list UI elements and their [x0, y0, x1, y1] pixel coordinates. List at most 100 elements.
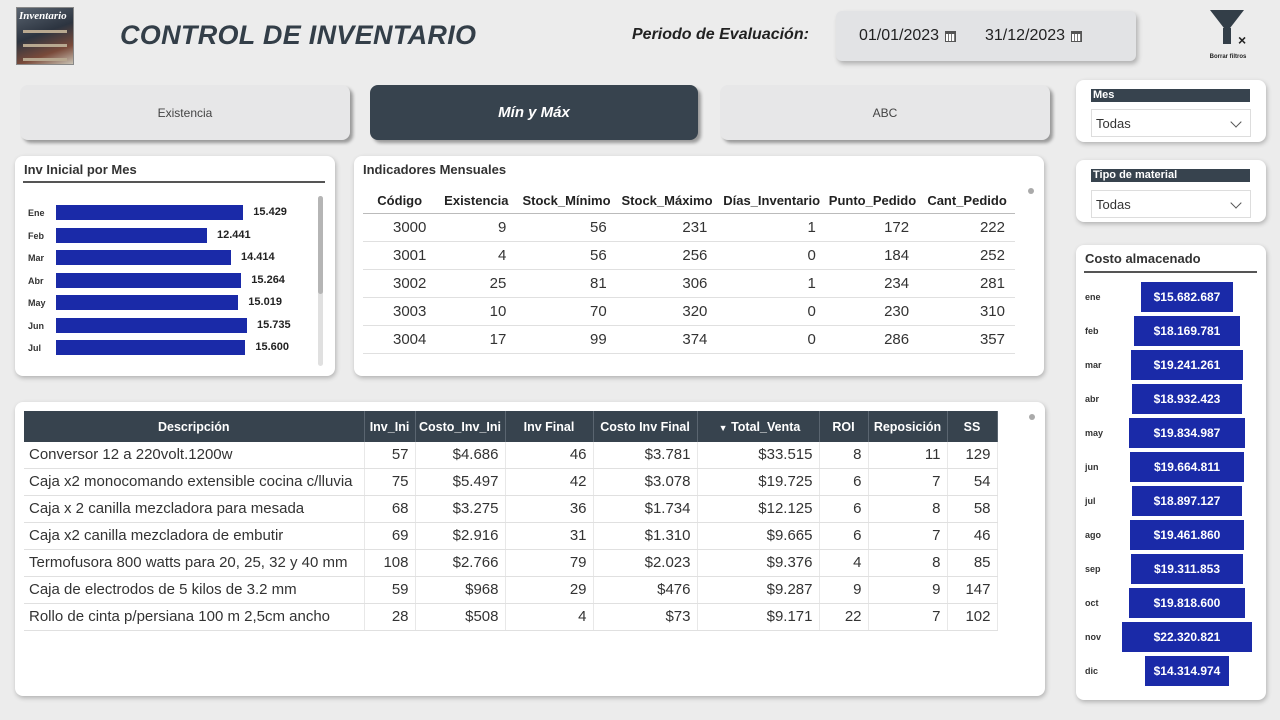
table-cell: 46 [947, 522, 998, 550]
funnel-bar[interactable]: $18.897.127 [1131, 486, 1243, 516]
table-body: 3000 9 56 231 1 172 222 3001 4 56 256 0 184 252 3002 25… [363, 213, 1015, 354]
scrollbar-thumb[interactable] [318, 196, 323, 294]
funnel-value-label: $19.818.600 [1153, 596, 1221, 610]
bar-value-label: 15.019 [248, 296, 282, 308]
column-header[interactable]: Cant_Pedido [919, 188, 1015, 214]
bar[interactable] [56, 317, 247, 333]
funnel-bar[interactable]: $19.461.860 [1130, 520, 1244, 550]
table-row[interactable]: Caja de electrodos de 5 kilos de 3.2 mm 5… [24, 576, 998, 604]
column-header[interactable]: Stock_Máximo [616, 188, 718, 214]
funnel-bar[interactable]: $18.169.781 [1134, 316, 1240, 346]
table-cell: 147 [947, 576, 998, 604]
bar[interactable] [56, 340, 246, 355]
table-row[interactable]: 3004 17 99 374 0 286 357 [363, 325, 1015, 354]
bar-value-label: 12.441 [217, 228, 251, 241]
scrollbar[interactable] [1028, 188, 1034, 194]
table-row[interactable]: 3003 10 70 320 0 230 310 [363, 297, 1015, 326]
table-cell: Caja x2 canilla mezcladora de embutir [24, 522, 365, 550]
tab-min-max-label: Mín y Máx [498, 104, 570, 121]
column-header-label: Total_Venta [731, 419, 801, 434]
funnel-bar[interactable]: $15.682.687 [1141, 282, 1233, 312]
column-header[interactable]: Existencia [436, 188, 517, 214]
mes-dropdown-value: Todas [1096, 115, 1131, 131]
column-header[interactable]: Costo_Inv_Ini [415, 411, 506, 442]
bar[interactable] [56, 272, 242, 288]
table-cell: 4 [505, 603, 594, 631]
column-header[interactable]: Punto_Pedido [825, 188, 920, 214]
tipo-dropdown-value: Todas [1096, 196, 1131, 212]
column-header[interactable]: Stock_Mínimo [516, 188, 617, 214]
table-cell: 31 [505, 522, 594, 550]
column-header[interactable]: Costo Inv Final [593, 411, 698, 442]
clear-filters-button[interactable]: × Borrar filtros [1200, 8, 1256, 68]
table-row[interactable]: Caja x2 canilla mezcladora de embutir 69 $… [24, 522, 998, 550]
column-header[interactable]: Reposición [868, 411, 948, 442]
column-header[interactable]: Inv Final [505, 411, 594, 442]
column-header[interactable]: ROI [819, 411, 869, 442]
table-cell: 54 [947, 468, 998, 496]
column-header[interactable]: SS [947, 411, 998, 442]
funnel-icon [1210, 10, 1244, 32]
table-row[interactable]: Caja x 2 canilla mezcladora para mesada 6… [24, 495, 998, 523]
funnel-bar[interactable]: $19.241.261 [1130, 350, 1244, 380]
funnel-bar[interactable]: $19.834.987 [1129, 418, 1245, 448]
table-row[interactable]: Termofusora 800 watts para 20, 25, 32 y … [24, 549, 998, 577]
table-cell: $2.023 [593, 549, 698, 577]
table-cell: Conversor 12 a 220volt.1200w [24, 442, 365, 469]
table-cell: 0 [717, 325, 826, 354]
table-row[interactable]: Conversor 12 a 220volt.1200w 57 $4.686 46 $3… [24, 442, 998, 469]
tab-abc[interactable]: ABC [720, 85, 1050, 140]
column-header-label: Descripción [157, 419, 230, 434]
table-row[interactable]: 3000 9 56 231 1 172 222 [363, 213, 1015, 242]
column-header[interactable]: Descripción [24, 411, 365, 442]
bar-category-label: Jun [28, 320, 45, 331]
bar[interactable] [56, 250, 231, 265]
table-row[interactable]: Rollo de cinta p/persiana 100 m 2,5cm an… [24, 603, 998, 631]
calendar-icon[interactable] [945, 30, 957, 42]
table-row[interactable]: 3001 4 56 256 0 184 252 [363, 241, 1015, 270]
table-row[interactable]: Caja x2 monocomando extensible cocina c/… [24, 468, 998, 496]
sort-descending-icon[interactable]: ▼ [718, 422, 728, 433]
calendar-icon[interactable] [1071, 30, 1083, 42]
table-cell: 56 [516, 241, 617, 270]
funnel-bar[interactable]: $19.664.811 [1129, 452, 1245, 482]
table-cell: 85 [947, 549, 998, 577]
funnel-bar[interactable]: $19.311.853 [1130, 554, 1244, 584]
tipo-dropdown[interactable]: Todas [1091, 190, 1251, 218]
logo-text: Inventario [19, 10, 67, 22]
funnel-bar[interactable]: $14.314.974 [1145, 656, 1229, 686]
tab-existencia-label: Existencia [157, 105, 213, 120]
column-header-label: Costo_Inv_Ini [419, 419, 501, 434]
bar[interactable] [56, 227, 208, 243]
table-cell: 8 [868, 495, 948, 523]
date-start-input[interactable]: 01/01/2023 [859, 27, 957, 45]
table-cell: 320 [616, 297, 718, 326]
funnel-bar[interactable]: $18.932.423 [1131, 384, 1243, 414]
column-header[interactable]: Días_Inventario [717, 188, 826, 214]
funnel-value-label: $18.932.423 [1153, 392, 1221, 406]
mes-dropdown[interactable]: Todas [1091, 109, 1251, 137]
bar[interactable] [56, 295, 239, 310]
indicadores-title: Indicadores Mensuales [363, 162, 507, 177]
bar-category-label: Jul [28, 343, 42, 353]
funnel-bar[interactable]: $22.320.821 [1122, 622, 1252, 652]
column-header-label: Inv Final [523, 419, 575, 434]
column-header[interactable]: Inv_Ini [364, 411, 416, 442]
table-row[interactable]: 3002 25 81 306 1 234 281 [363, 269, 1015, 298]
table-cell: 42 [505, 468, 594, 496]
tab-existencia[interactable]: Existencia [20, 85, 350, 140]
funnel-bar[interactable]: $19.818.600 [1129, 588, 1245, 618]
scrollbar[interactable] [1029, 414, 1035, 420]
tab-min-max[interactable]: Mín y Máx [370, 85, 698, 140]
inv-inicial-title: Inv Inicial por Mes [24, 162, 137, 177]
funnel-category-label: oct [1085, 598, 1099, 608]
table-cell: 4 [819, 549, 869, 577]
bar[interactable] [56, 205, 244, 220]
chevron-down-icon [1230, 116, 1242, 128]
table-cell: 81 [516, 269, 617, 298]
table-cell: 17 [436, 325, 517, 354]
column-header[interactable]: Código [363, 188, 437, 214]
table-cell: 3003 [363, 297, 437, 326]
column-header[interactable]: ▼ Total_Venta [697, 411, 820, 442]
date-end-input[interactable]: 31/12/2023 [985, 27, 1083, 45]
